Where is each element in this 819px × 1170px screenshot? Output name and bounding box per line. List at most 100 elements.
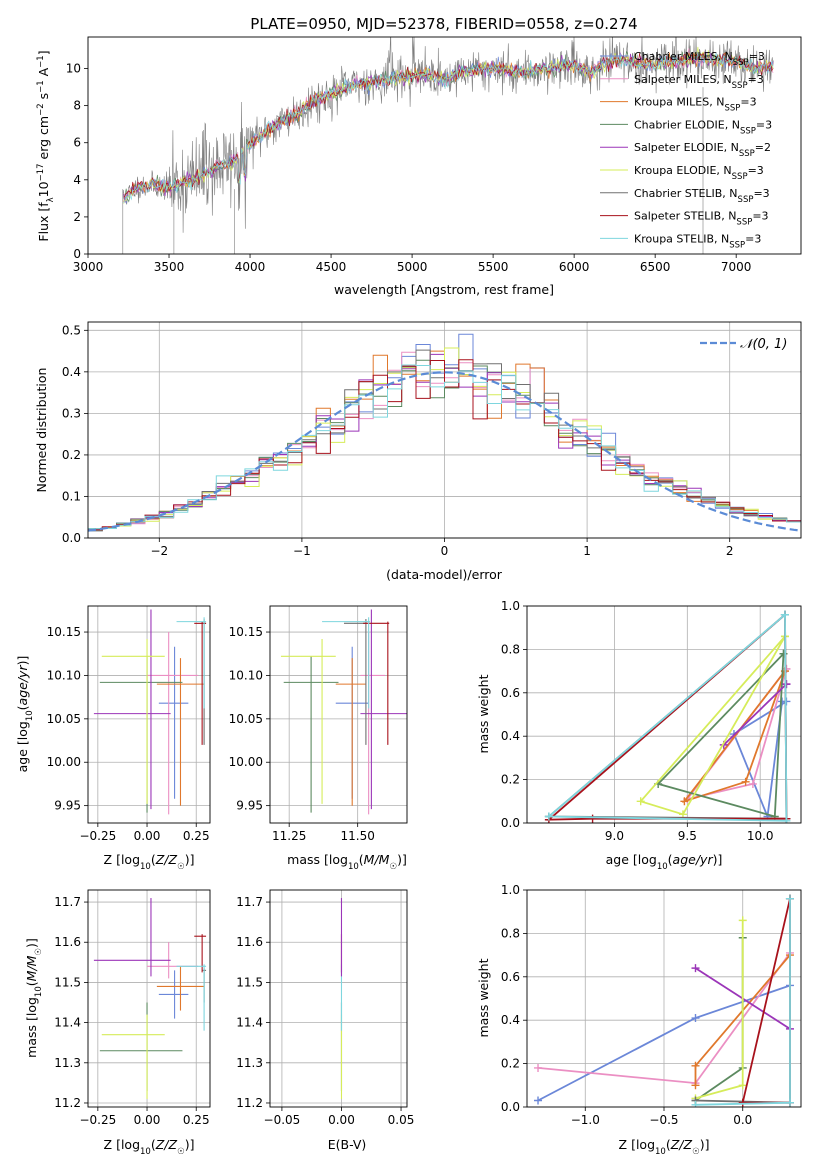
plot-area-mass-vs-Z [93, 898, 207, 1099]
point-salpeter-elodie [691, 964, 700, 973]
figure-title: PLATE=0950, MJD=52378, FIBERID=0558, z=0… [250, 15, 637, 33]
mw-age-y-axis-label: mass weight [476, 674, 491, 753]
x-tick-label: 10.0 [747, 829, 774, 843]
histogram-kroupa-stelib [88, 364, 801, 530]
age-z-y-axis-label: age [log10(age/yr)] [15, 656, 35, 773]
y-tick-label: 0.5 [62, 323, 81, 337]
y-tick-label: 1.0 [501, 883, 520, 897]
y-tick-label: 0.0 [501, 816, 520, 830]
x-tick-label: 4500 [316, 260, 347, 274]
plot-area-mass-weight-vs-age [544, 610, 791, 823]
y-tick-label: 10.10 [229, 668, 263, 682]
x-tick-label: 0 [441, 544, 449, 558]
x-tick-label: 0.05 [388, 1113, 415, 1127]
ticks-mass-vs-ebv: −0.05 0.00 0.05 11.2 11.3 11.4 11.5 11.6 11.7 [236, 895, 414, 1127]
x-tick-label: 9.0 [605, 829, 624, 843]
ticks-age-vs-Z: −0.25 0.00 0.25 9.95 10.00 10.05 10.10 10.15 [47, 625, 210, 843]
plot-area-spectrum [122, 37, 774, 254]
x-tick-label: 11.25 [272, 829, 306, 843]
ticks-residuals: −2 −1 0 1 2 0.0 0.1 0.2 0.3 0.4 0.5 [62, 323, 734, 558]
y-tick-label: 0.2 [62, 448, 81, 462]
legend-label-kroupa-stelib: Kroupa STELIB, NSSP=3 [634, 232, 761, 250]
point-salpeter-miles [534, 1063, 543, 1072]
point-kroupa-elodie [738, 1081, 747, 1090]
mass-z-y-axis-label: mass [log10(M/M☉)] [24, 938, 44, 1058]
point-salpeter-stelib [588, 814, 597, 823]
x-tick-label: 6500 [640, 260, 671, 274]
ticks-spectrum: 3000 3500 4000 4500 5000 5500 6000 6500 7000 0 2 4 6… [66, 62, 752, 274]
legend-label-normal: 𝒩(0, 1) [740, 337, 787, 352]
series-line-kroupa-elodie [639, 635, 786, 816]
y-tick-label: 0.6 [501, 686, 520, 700]
y-tick-label: 2 [73, 210, 81, 224]
x-tick-label: 3000 [73, 260, 104, 274]
point-chabrier-miles [691, 1014, 700, 1023]
y-tick-label: 11.4 [236, 1016, 263, 1030]
y-tick-label: 0.4 [501, 729, 520, 743]
y-tick-label: 0.2 [501, 1057, 520, 1071]
y-tick-label: 11.6 [54, 935, 81, 949]
axes-frame [87, 36, 802, 255]
y-tick-label: 11.7 [236, 895, 263, 909]
plot-area-residuals [88, 333, 801, 532]
series-line-chabrier-elodie [656, 653, 785, 818]
y-tick-label: 11.6 [236, 935, 263, 949]
series-line-kroupa-miles [681, 670, 786, 804]
spectrum-legend: Chabrier MILES, NSSP=3 Salpeter MILES, NS… [600, 50, 772, 250]
point-salpeter-miles [748, 779, 757, 788]
ticks-mass-vs-Z: −0.25 0.00 0.25 11.2 11.3 11.4 11.5 11.6 11.7 [54, 895, 209, 1127]
normal-curve [88, 371, 801, 532]
spectrum-model-salpeter-elodie [123, 52, 774, 202]
x-tick-label: 5500 [478, 260, 509, 274]
point-kroupa-elodie [738, 916, 747, 925]
spectrum-model-kroupa-elodie [123, 46, 774, 204]
spectrum-x-axis-label: wavelength [Angstrom, rest frame] [334, 282, 554, 297]
x-tick-label: 11.50 [341, 829, 375, 843]
y-tick-label: 11.3 [236, 1056, 263, 1070]
y-tick-label: 11.7 [54, 895, 81, 909]
mass-z-x-axis-label: Z [log10(Z/Z☉)] [104, 1137, 195, 1157]
panel-age-vs-mass: 11.25 11.50 9.95 10.00 10.05 10.10 10.15 mass [… [229, 605, 408, 872]
panel-mass-weight-vs-age: 9.0 9.5 10.0 0.0 0.2 0.4 0.6 0.8 1.0 age [log10(a… [476, 599, 802, 872]
y-tick-label: 10.05 [229, 712, 263, 726]
point-salpeter-elodie [782, 680, 791, 689]
x-tick-label: 0.00 [328, 1113, 355, 1127]
mw-z-y-axis-label: mass weight [476, 958, 491, 1037]
legend-label-chabrier-miles: Chabrier MILES, NSSP=3 [634, 50, 765, 68]
y-tick-label: 10.05 [47, 712, 81, 726]
x-tick-label: 0.25 [183, 829, 210, 843]
x-tick-label: −0.5 [649, 1113, 678, 1127]
y-tick-label: 0.8 [501, 926, 520, 940]
y-tick-label: 0.0 [62, 531, 81, 545]
point-kroupa-stelib [780, 610, 789, 619]
x-tick-label: 0.00 [134, 1113, 161, 1127]
point-kroupa-miles [691, 1081, 700, 1090]
y-tick-label: 10.15 [47, 625, 81, 639]
y-tick-label: 10.00 [47, 755, 81, 769]
ticks-mass-weight-vs-Z: −1.0 −0.5 0.0 0.0 0.2 0.4 0.6 0.8 1.0 [501, 883, 752, 1127]
panel-mass-vs-Z: −0.25 0.00 0.25 11.2 11.3 11.4 11.5 11.6 11.7 Z [… [24, 889, 211, 1157]
axes-frame [87, 321, 802, 539]
point-chabrier-miles [534, 1096, 543, 1105]
panel-spectrum: 3000 3500 4000 4500 5000 5500 6000 6500 7000 0 2 4 6… [36, 36, 802, 297]
y-tick-label: 11.3 [54, 1056, 81, 1070]
y-tick-label: 11.4 [54, 1016, 81, 1030]
y-tick-label: 11.5 [236, 975, 263, 989]
y-tick-label: 0.6 [501, 970, 520, 984]
point-chabrier-elodie [779, 649, 788, 658]
y-tick-label: 10.15 [229, 625, 263, 639]
legend-label-kroupa-miles: Kroupa MILES, NSSP=3 [634, 96, 757, 114]
y-tick-label: 1.0 [501, 599, 520, 613]
y-tick-label: 0.2 [501, 773, 520, 787]
point-kroupa-stelib [785, 894, 794, 903]
panel-residuals: −2 −1 0 1 2 0.0 0.1 0.2 0.3 0.4 0.5 𝒩(0, 1) (data-mo… [34, 321, 802, 582]
x-tick-label: 2 [726, 544, 734, 558]
point-salpeter-stelib [738, 1098, 747, 1107]
age-mass-x-axis-label: mass [log10(M/M☉)] [287, 852, 407, 872]
x-tick-label: 0.25 [183, 1113, 210, 1127]
plot-area-mass-weight-vs-Z [534, 894, 794, 1107]
axes-frame [269, 889, 408, 1108]
y-tick-label: 11.5 [54, 975, 81, 989]
legend-label-kroupa-elodie: Kroupa ELODIE, NSSP=3 [634, 164, 764, 182]
